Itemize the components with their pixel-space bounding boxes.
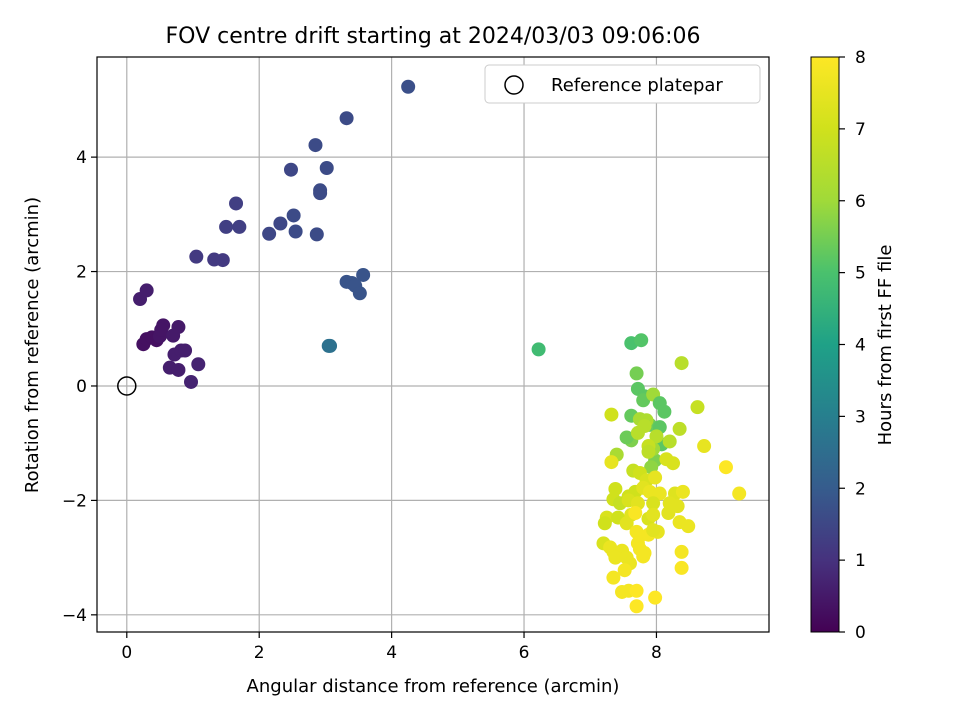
y-axis-label: Rotation from reference (arcmin) <box>22 197 43 493</box>
data-point <box>648 470 663 485</box>
data-point <box>608 550 623 565</box>
reference-platepar-marker <box>117 376 137 396</box>
data-point <box>191 357 206 372</box>
legend: Reference platepar <box>484 64 761 104</box>
data-point <box>666 456 680 471</box>
data-point <box>139 283 154 298</box>
x-axis-label: Angular distance from reference (arcmin) <box>247 676 620 697</box>
data-point <box>630 425 645 440</box>
data-point <box>641 444 656 459</box>
data-point <box>629 583 644 598</box>
data-point <box>619 430 634 445</box>
data-point <box>661 505 676 520</box>
y-tick-label: 0 <box>76 377 87 397</box>
data-point <box>636 549 651 564</box>
data-point <box>171 362 186 377</box>
grid-lines <box>97 57 769 632</box>
colorbar-tick-label: 0 <box>855 623 866 643</box>
data-point <box>229 196 244 211</box>
data-point <box>649 429 664 444</box>
data-point <box>674 356 689 371</box>
data-point <box>356 267 371 282</box>
x-tick-label: 8 <box>651 643 662 663</box>
colorbar: 0 1 2 3 4 5 6 7 8 Hours from first FF file <box>810 48 896 643</box>
data-point <box>189 249 204 264</box>
y-tick-label: 2 <box>76 263 87 283</box>
data-point <box>313 183 328 198</box>
data-point <box>171 320 186 335</box>
data-point <box>674 560 689 575</box>
data-point <box>262 226 277 241</box>
colorbar-label: Hours from first FF file <box>875 245 896 446</box>
y-axis-ticks: −4 −2 0 2 4 <box>62 148 97 626</box>
data-point <box>604 455 619 470</box>
data-point <box>604 407 619 422</box>
data-point <box>178 343 193 358</box>
data-point <box>273 216 288 231</box>
data-point <box>232 219 247 234</box>
x-tick-label: 4 <box>386 643 397 663</box>
data-point <box>319 160 334 175</box>
data-point <box>681 519 696 534</box>
data-point <box>606 570 621 585</box>
plot-frame <box>96 56 770 633</box>
data-points <box>133 79 747 614</box>
colorbar-tick-label: 6 <box>855 192 866 212</box>
data-point <box>531 342 546 357</box>
data-point <box>629 599 644 614</box>
colorbar-ticks: 0 1 2 3 4 5 6 7 8 <box>839 48 866 643</box>
data-point <box>697 439 712 454</box>
data-point <box>309 227 324 242</box>
colorbar-tick-label: 3 <box>855 407 866 427</box>
data-point <box>308 138 323 153</box>
data-point <box>286 208 301 223</box>
data-point <box>662 434 677 449</box>
data-point <box>646 496 661 511</box>
data-point <box>215 253 230 268</box>
x-tick-label: 6 <box>519 643 530 663</box>
y-tick-label: −2 <box>62 491 87 511</box>
chart-title: FOV centre drift starting at 2024/03/03 … <box>166 24 701 49</box>
data-point <box>675 484 690 499</box>
x-tick-label: 0 <box>121 643 132 663</box>
colorbar-tick-label: 7 <box>855 120 866 140</box>
y-tick-label: 4 <box>76 148 87 168</box>
data-point <box>352 286 367 301</box>
data-point <box>154 322 169 337</box>
data-point <box>288 224 303 239</box>
data-point <box>184 374 199 389</box>
x-axis-ticks: 0 2 4 6 8 <box>121 632 662 663</box>
data-point <box>597 516 612 531</box>
data-point <box>657 404 672 419</box>
legend-label: Reference platepar <box>551 75 723 96</box>
colorbar-tick-label: 5 <box>855 264 866 284</box>
data-point <box>629 366 644 381</box>
data-point <box>672 421 687 436</box>
colorbar-tick-label: 4 <box>855 336 866 356</box>
x-tick-label: 2 <box>254 643 265 663</box>
data-point <box>634 333 649 348</box>
data-point <box>401 79 416 94</box>
data-point <box>339 111 354 126</box>
data-point <box>718 460 733 475</box>
data-point <box>323 338 338 353</box>
data-point <box>219 219 234 234</box>
data-point <box>732 486 747 501</box>
data-point <box>283 162 298 177</box>
colorbar-gradient <box>810 56 840 633</box>
data-point <box>674 544 689 559</box>
colorbar-tick-label: 1 <box>855 551 866 571</box>
legend-marker-icon <box>504 75 524 95</box>
colorbar-tick-label: 2 <box>855 479 866 499</box>
data-point <box>646 523 661 538</box>
data-point <box>617 563 632 578</box>
y-tick-label: −4 <box>62 606 87 626</box>
data-point <box>628 505 643 520</box>
data-point <box>646 507 661 522</box>
colorbar-tick-label: 8 <box>855 48 866 68</box>
legend-box <box>484 64 761 104</box>
data-point <box>690 400 705 415</box>
data-point <box>648 590 663 605</box>
